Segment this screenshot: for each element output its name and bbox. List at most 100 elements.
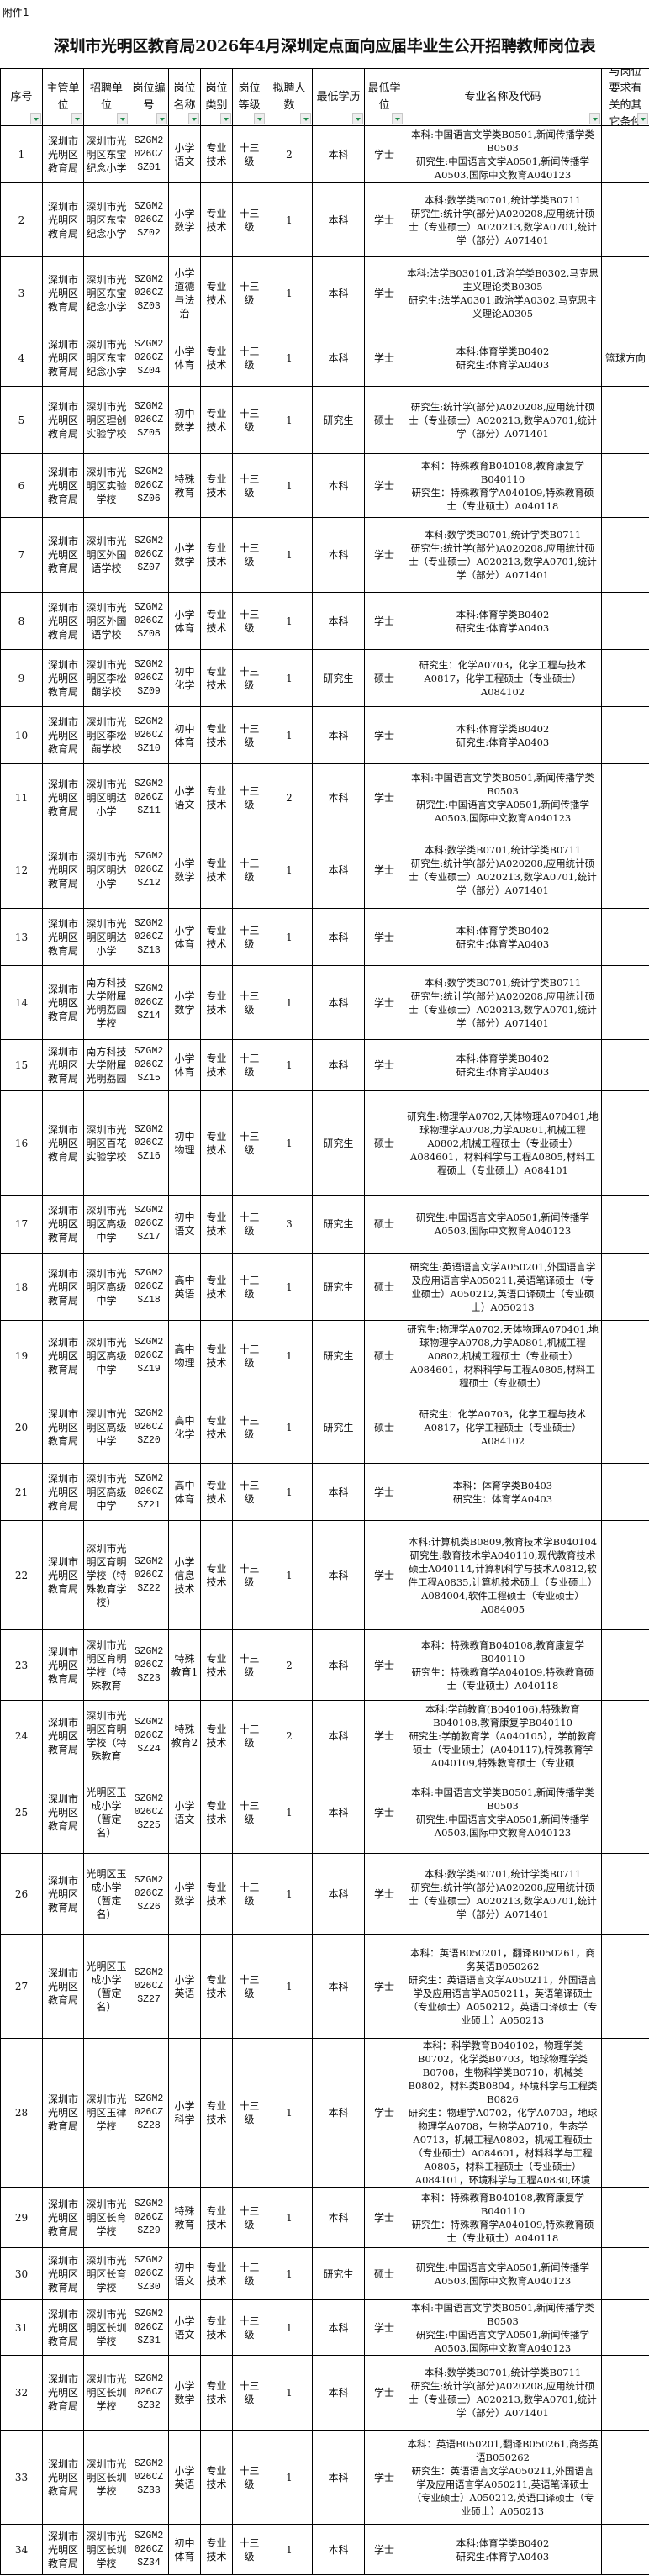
min-degree-cell: 硕士 [364,2247,404,2300]
position-code-cell: SZGM2026CZSZ32 [129,2355,169,2431]
position-type: 专业技术 [206,924,227,950]
other-conditions-cell [601,2187,649,2248]
filter-dropdown-icon[interactable] [156,113,167,124]
filter-dropdown-icon[interactable] [30,113,41,124]
filter-dropdown-icon[interactable] [188,113,199,124]
supervising-dept-cell: 深圳市光明区教育局 [42,125,84,183]
table-row: 1 深圳市光明区教育局 深圳市光明区东宝纪念小学 SZGM2026CZSZ01 小学语文… [0,125,649,183]
hire-count: 1 [286,2211,293,2224]
hire-count: 1 [286,2543,293,2556]
min-degree-cell: 学士 [364,706,404,764]
column-header-label: 主管单位 [46,82,80,112]
major-requirements-cell: 本科:体育学类B0402 研究生:体育学A0403 [404,706,602,764]
position-type-cell: 专业技术 [200,592,233,650]
hire-count-cell: 1 [266,2038,313,2188]
hire-count-cell: 2 [266,1629,313,1701]
other-conditions [602,1771,649,1853]
position-name-cell: 初中化学 [168,649,201,707]
position-code-cell: SZGM2026CZSZ04 [129,330,169,387]
hiring-unit: 深圳市光明区明达小学 [86,778,127,817]
hiring-unit: 深圳市光明区百花实验学校 [86,1123,127,1163]
position-name: 小学数学 [174,990,195,1016]
position-level-cell: 十三级 [232,256,266,330]
position-level-cell: 十三级 [232,706,266,764]
filter-dropdown-icon[interactable] [300,113,311,124]
min-education-cell: 本科 [312,2187,365,2248]
position-code: SZGM2026CZSZ09 [134,658,164,697]
min-education: 本科 [328,2543,349,2556]
table-row: 4 深圳市光明区教育局 深圳市光明区东宝纪念小学 SZGM2026CZSZ04 小学体育… [0,330,649,387]
hire-count: 1 [286,1349,293,1362]
position-code: SZGM2026CZSZ17 [134,1205,164,1243]
hiring-unit: 深圳市光明区李松蓢学校 [86,658,127,698]
position-name: 初中语文 [174,1211,195,1237]
position-name: 初中语文 [174,2261,195,2287]
min-degree-cell: 硕士 [364,1195,404,1254]
supervising-dept: 深圳市光明区教育局 [47,466,78,505]
position-type: 专业技术 [206,207,227,233]
position-type-cell: 专业技术 [200,1195,233,1254]
position-level-cell: 十三级 [232,2430,266,2525]
min-education-cell: 本科 [312,330,365,387]
position-name-cell: 小学数学 [168,965,201,1040]
hire-count-cell: 1 [266,2524,313,2575]
hire-count-cell: 1 [266,2355,313,2431]
other-conditions-cell [601,1391,649,1464]
min-degree-cell: 学士 [364,965,404,1040]
position-name-cell: 初中体育 [168,706,201,764]
min-degree-cell: 学士 [364,2299,404,2356]
major-requirements-cell: 本科:计算机类B0809,教育技术学B040104 研究生:教育技术学A0401… [404,1520,602,1630]
position-level: 十三级 [239,141,260,167]
table-row: 27 深圳市光明区教育局 光明区玉成小学（暂定名） SZGM2026CZSZ27 小学英… [0,1934,649,2039]
row-number: 33 [14,2471,29,2484]
position-type-cell: 专业技术 [200,1463,233,1521]
hiring-unit: 深圳市光明区育明学校（特殊教育学校） [86,1542,127,1608]
filter-dropdown-icon[interactable] [254,113,265,124]
position-name: 小学语文 [174,1799,195,1825]
other-conditions [602,1701,649,1771]
min-education: 本科 [328,996,349,1009]
hiring-unit-cell: 深圳市光明区长圳学校 [83,2299,129,2356]
min-degree-cell: 学士 [364,2038,404,2188]
hiring-unit: 深圳市光明区李松蓢学校 [86,715,127,755]
hire-count-cell: 1 [266,1934,313,2039]
position-name: 小学道德与法治 [174,267,195,319]
filter-dropdown-icon[interactable] [392,113,403,124]
major-requirements-cell: 本科:学前教育(B040106),特殊教育B040108,教育康复学B04011… [404,1700,602,1771]
hiring-unit-cell: 深圳市光明区百花实验学校 [83,1090,129,1196]
filter-dropdown-icon[interactable] [352,113,363,124]
supervising-dept: 深圳市光明区教育局 [47,1123,78,1163]
supervising-dept-cell: 深圳市光明区教育局 [42,386,84,454]
position-code-cell: SZGM2026CZSZ03 [129,256,169,330]
filter-dropdown-icon[interactable] [117,113,128,124]
position-type-cell: 专业技术 [200,1039,233,1091]
other-conditions [602,257,649,330]
position-code-cell: SZGM2026CZSZ34 [129,2524,169,2575]
position-type-cell: 专业技术 [200,182,233,257]
supervising-dept-cell: 深圳市光明区教育局 [42,592,84,650]
position-type: 专业技术 [206,1562,227,1588]
position-type-cell: 专业技术 [200,2247,233,2300]
min-education: 研究生 [323,2267,354,2280]
major-requirements-cell: 研究生:中国语言文学A0501,新闻传播学A0503,国际中文教育A040123 [404,2247,602,2300]
position-name-cell: 特殊教育 [168,2187,201,2248]
min-education: 本科 [328,479,349,492]
filter-dropdown-icon[interactable] [220,113,231,124]
hiring-unit-cell: 深圳市光明区外国语学校 [83,592,129,650]
min-education-cell: 研究生 [312,2247,365,2300]
position-name-cell: 初中体育 [168,2524,201,2575]
position-code-cell: SZGM2026CZSZ24 [129,1700,169,1771]
column-header-label: 招聘单位 [89,82,123,112]
filter-dropdown-icon[interactable] [71,113,82,124]
row-number: 22 [14,1569,29,1581]
position-code-cell: SZGM2026CZSZ27 [129,1934,169,2039]
other-conditions-cell [601,1853,649,1935]
filter-dropdown-icon[interactable] [637,113,648,124]
filter-dropdown-icon[interactable] [589,113,600,124]
other-conditions [602,183,649,256]
table-row: 7 深圳市光明区教育局 深圳市光明区外国语学校 SZGM2026CZSZ07 小学数学专… [0,517,649,593]
hiring-unit: 深圳市光明区玉律学校 [86,2093,127,2132]
supervising-dept-cell: 深圳市光明区教育局 [42,1090,84,1196]
min-education: 本科 [328,2211,349,2224]
hiring-unit-cell: 深圳市光明区实验学校 [83,453,129,518]
